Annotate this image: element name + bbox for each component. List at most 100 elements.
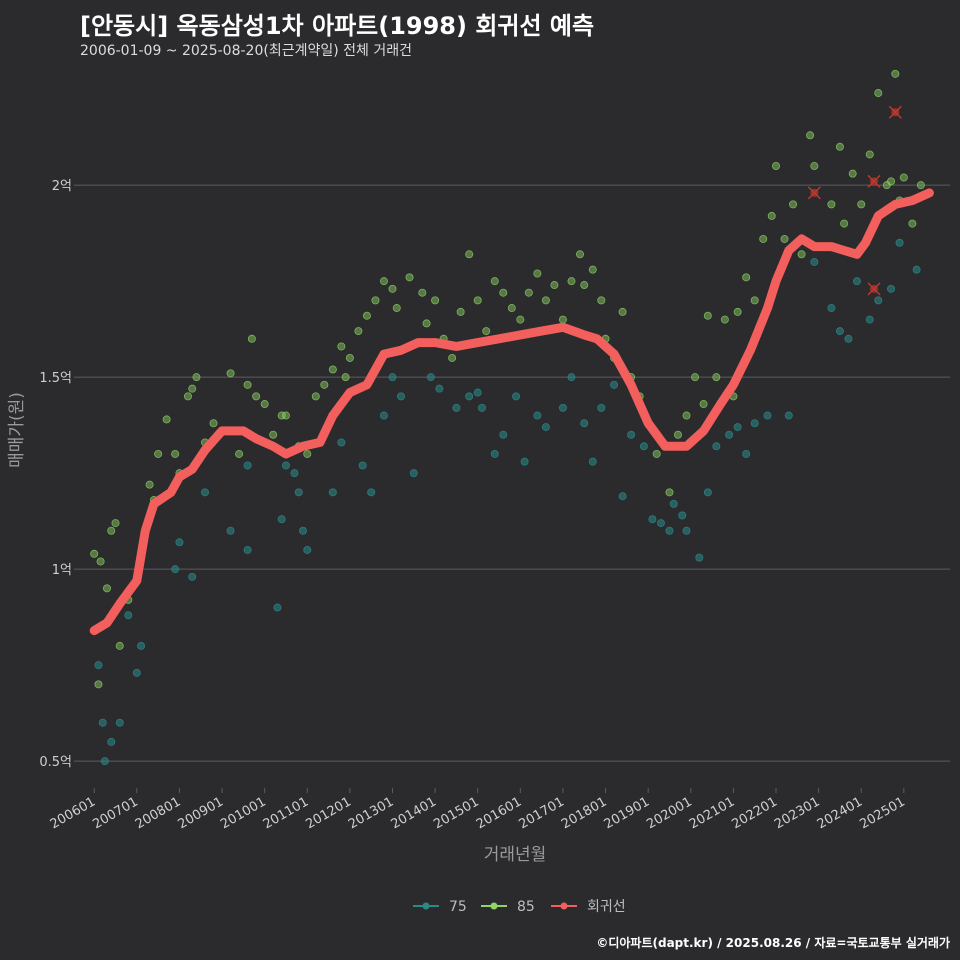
data-point-75 (379, 411, 388, 420)
data-point-75 (742, 449, 751, 458)
data-point-85 (102, 584, 111, 593)
x-tick-label: 202101 (687, 794, 737, 832)
data-point-75 (703, 488, 712, 497)
data-point-85 (575, 250, 584, 259)
data-point-75 (98, 718, 107, 727)
x-tick-label: 200901 (176, 794, 226, 832)
data-point-85 (767, 211, 776, 220)
x-tick-label: 201201 (303, 794, 353, 832)
data-point-85 (337, 342, 346, 351)
data-point-75 (358, 461, 367, 470)
data-point-85 (691, 373, 700, 382)
data-point-75 (750, 419, 759, 428)
data-point-85 (558, 315, 567, 324)
x-tick-label: 201001 (218, 794, 268, 832)
y-tick-label: 2억 (52, 179, 72, 194)
y-axis-ticks: 0.5억 1억 1.5억 2억 (39, 179, 80, 770)
data-point-85 (405, 273, 414, 282)
data-point-85 (392, 304, 401, 313)
data-point-75 (895, 238, 904, 247)
y-tick-label: 0.5억 (39, 755, 72, 770)
x-tick-label: 201701 (516, 794, 566, 832)
legend-marker (560, 902, 568, 910)
legend-label: 회귀선 (587, 899, 626, 915)
data-point-75 (473, 388, 482, 397)
data-point-85 (94, 680, 103, 689)
x-tick-label: 200601 (48, 794, 98, 832)
data-point-85 (665, 488, 674, 497)
data-point-85 (247, 334, 256, 343)
data-point-75 (597, 403, 606, 412)
data-point-85 (865, 150, 874, 159)
data-point-75 (558, 403, 567, 412)
data-point-85 (473, 296, 482, 305)
data-point-85 (371, 296, 380, 305)
data-point-75 (512, 392, 521, 401)
data-point-75 (200, 488, 209, 497)
data-point-85 (341, 373, 350, 382)
data-point-85 (874, 89, 883, 98)
data-point-75 (588, 457, 597, 466)
data-point-75 (397, 392, 406, 401)
data-point-85 (162, 415, 171, 424)
y-tick-label: 1.5억 (39, 371, 72, 386)
data-point-75 (656, 519, 665, 528)
outlier-cross (867, 282, 881, 296)
data-point-75 (388, 373, 397, 382)
data-point-75 (852, 277, 861, 286)
data-point-85 (840, 219, 849, 228)
data-point-85 (703, 311, 712, 320)
data-point-75 (188, 572, 197, 581)
x-tick-label: 202501 (857, 794, 907, 832)
data-point-85 (916, 181, 925, 190)
data-point-85 (524, 288, 533, 297)
x-tick-label: 200701 (90, 794, 140, 832)
data-point-85 (422, 319, 431, 328)
data-point-85 (154, 449, 163, 458)
data-point-85 (733, 307, 742, 316)
y-tick-label: 1억 (52, 563, 72, 578)
chart-subtitle: 2006-01-09 ~ 2025-08-20(최근계약일) 전체 거래건 (80, 43, 412, 59)
data-point-75 (580, 419, 589, 428)
data-point-85 (597, 296, 606, 305)
data-point-85 (145, 480, 154, 489)
data-point-75 (226, 526, 235, 535)
data-point-75 (887, 284, 896, 293)
data-point-75 (618, 492, 627, 501)
x-tick-label: 202401 (815, 794, 865, 832)
data-point-75 (490, 449, 499, 458)
data-point-85 (431, 296, 440, 305)
data-point-85 (499, 288, 508, 297)
data-point-85 (448, 353, 457, 362)
legend-label: 85 (517, 899, 535, 915)
data-point-75 (682, 526, 691, 535)
data-point-85 (456, 307, 465, 316)
data-point-85 (507, 304, 516, 313)
data-point-85 (379, 277, 388, 286)
data-point-75 (243, 461, 252, 470)
legend-marker (490, 902, 498, 910)
data-point-85 (835, 142, 844, 151)
data-point-85 (320, 380, 329, 389)
data-point-85 (111, 519, 120, 528)
outlier-cross (807, 186, 821, 200)
data-point-85 (750, 296, 759, 305)
data-point-85 (490, 277, 499, 286)
data-point-75 (520, 457, 529, 466)
data-point-75 (137, 641, 146, 650)
data-point-85 (891, 69, 900, 78)
data-point-85 (652, 449, 661, 458)
data-point-75 (115, 718, 124, 727)
data-point-85 (857, 200, 866, 209)
data-point-75 (567, 373, 576, 382)
data-point-75 (874, 296, 883, 305)
data-point-85 (682, 411, 691, 420)
data-point-75 (784, 411, 793, 420)
x-tick-label: 201101 (261, 794, 311, 832)
data-point-85 (345, 353, 354, 362)
data-point-75 (865, 315, 874, 324)
data-point-85 (908, 219, 917, 228)
data-point-85 (465, 250, 474, 259)
chart-title: [안동시] 옥동삼성1차 아파트(1998) 회귀선 예측 (80, 12, 595, 40)
